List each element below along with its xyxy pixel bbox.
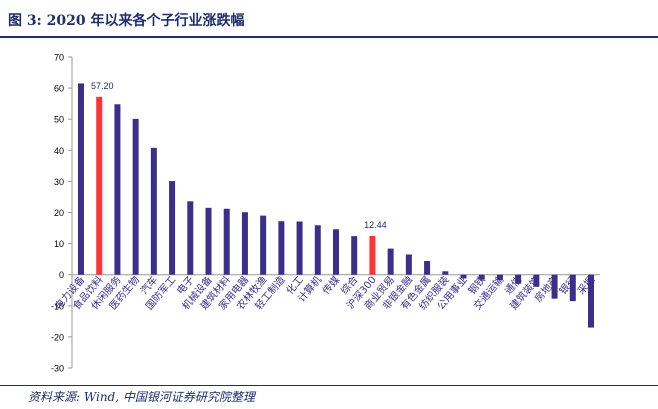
y-tick-label: 0 xyxy=(59,270,64,280)
y-tick-label: 60 xyxy=(54,84,64,94)
bar-26 xyxy=(533,274,540,287)
bar-20 xyxy=(424,261,431,275)
data-label: 57.20 xyxy=(91,81,114,91)
bar-11 xyxy=(260,215,267,275)
bar-27 xyxy=(551,274,558,299)
bar-8 xyxy=(205,207,212,275)
source-note: 资料来源: Wind, 中国银河证券研究院整理 xyxy=(28,390,255,404)
bar-9 xyxy=(223,208,230,275)
y-tick-label: -30 xyxy=(51,364,64,374)
bar-10 xyxy=(241,212,248,275)
bar-14 xyxy=(314,225,321,275)
x-category-label: 传媒 xyxy=(320,274,342,297)
bar-13 xyxy=(296,221,303,275)
y-tick-label: 30 xyxy=(54,177,64,187)
y-tick-label: 50 xyxy=(54,115,64,125)
bar-28 xyxy=(569,274,576,302)
y-tick-label: -10 xyxy=(51,301,64,311)
bar-5 xyxy=(150,147,157,275)
bar-22 xyxy=(460,274,467,279)
bar-chart: 706050403020100-10-20-30电力设备食品饮料休闲服务医药生物… xyxy=(51,53,600,374)
bar-24 xyxy=(496,274,503,280)
bar-23 xyxy=(478,274,485,280)
y-tick-label: 70 xyxy=(54,53,64,63)
bar-6 xyxy=(169,181,176,275)
y-tick-label: -20 xyxy=(51,332,64,342)
bar-7 xyxy=(187,201,194,275)
y-tick-label: 20 xyxy=(54,208,64,218)
bar-1 xyxy=(78,83,84,275)
bar-18 xyxy=(387,248,394,275)
bar-17 xyxy=(369,236,376,275)
y-tick-label: 10 xyxy=(54,239,64,249)
bar-29 xyxy=(588,274,594,328)
y-tick-label: 40 xyxy=(54,146,64,156)
bar-15 xyxy=(333,229,339,275)
figure-title: 图 3: 2020 年以来各个子行业涨跌幅 xyxy=(8,13,245,29)
bar-12 xyxy=(278,221,285,275)
bar-21 xyxy=(442,271,449,275)
title-rule xyxy=(0,36,658,38)
bar-16 xyxy=(351,236,358,275)
bar-3 xyxy=(114,104,121,275)
bar-4 xyxy=(132,118,139,275)
data-label: 12.44 xyxy=(364,220,387,230)
bar-2 xyxy=(96,96,103,275)
source-rule xyxy=(0,385,658,386)
bar-25 xyxy=(515,274,522,284)
bar-19 xyxy=(405,254,412,275)
